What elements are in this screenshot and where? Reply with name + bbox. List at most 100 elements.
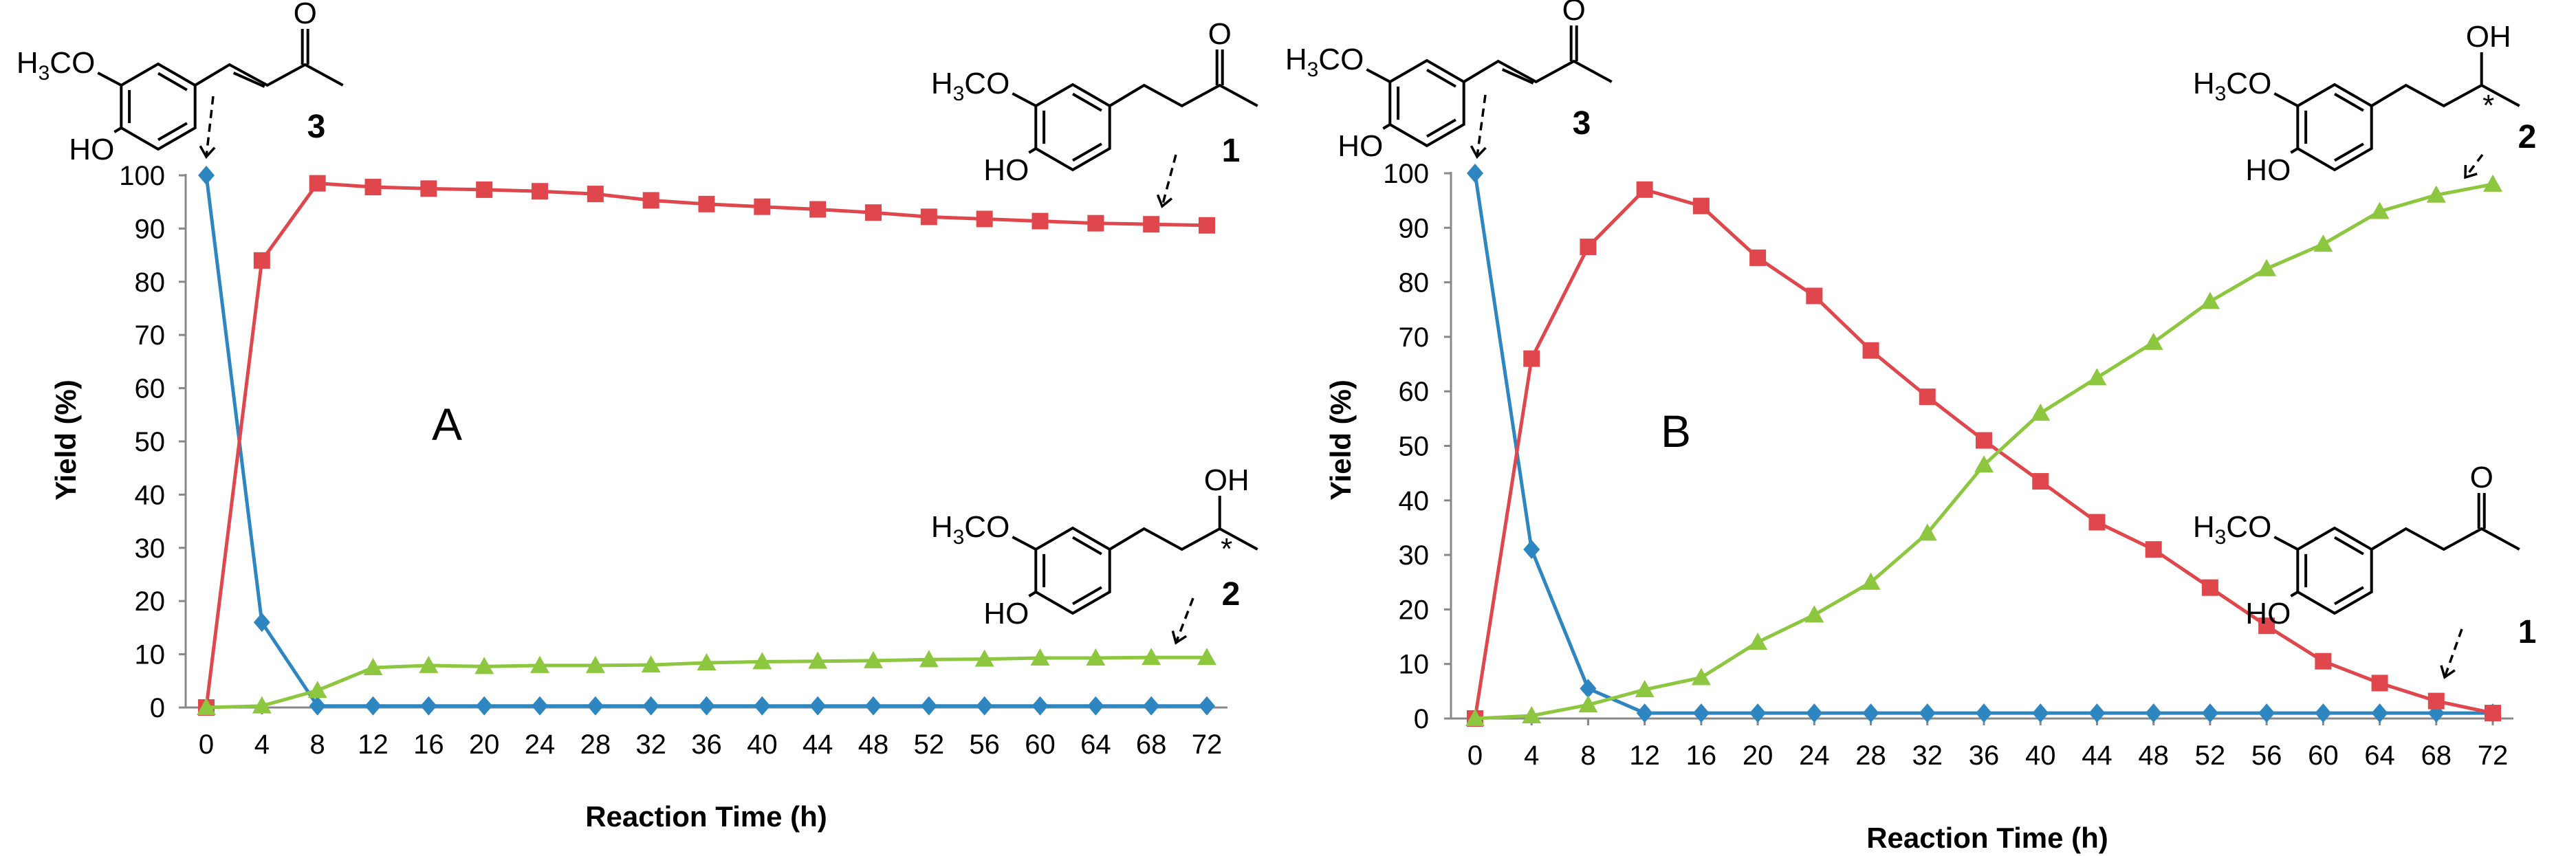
point-2	[1804, 605, 1824, 623]
methoxy-bond	[2273, 92, 2299, 107]
point-2	[1086, 648, 1106, 666]
point-2	[474, 657, 494, 674]
point-3	[809, 696, 827, 716]
point-1	[976, 210, 993, 228]
point-3	[920, 696, 937, 716]
methoxy-bond	[1012, 536, 1037, 551]
point-2	[2087, 368, 2107, 386]
arrow-head	[2464, 164, 2478, 179]
structure-compound-1: H3CO HO O 1	[931, 17, 1258, 208]
point-2	[2313, 234, 2333, 252]
compound-number-2: 2	[1222, 576, 1241, 613]
ring-double-bond	[157, 122, 188, 142]
y-tick-label: 20	[135, 586, 166, 617]
ring-double-bond	[1426, 68, 1456, 88]
hydroxy-label: HO	[983, 153, 1029, 187]
y-tick-label: 30	[135, 534, 166, 564]
point-2	[1861, 572, 1881, 590]
point-1	[1523, 350, 1540, 367]
point-3	[198, 166, 215, 185]
point-1	[1976, 432, 1992, 449]
x-tick-label: 64	[1080, 729, 1111, 760]
point-1	[1919, 388, 1936, 406]
point-1	[532, 183, 548, 200]
structure-compound-3: H3CO HO O 3	[17, 0, 344, 166]
point-1	[1692, 197, 1710, 215]
series-line-2	[1474, 182, 2493, 721]
x-tick-label: 28	[580, 729, 611, 760]
oxygen-label: O	[1208, 17, 1232, 51]
dashed-arrow	[2443, 628, 2463, 678]
methoxy-label: H3CO	[2193, 510, 2271, 549]
arrow-head	[2440, 665, 2456, 679]
point-2	[1691, 668, 1711, 685]
point-2	[530, 655, 549, 673]
structure-compound-1: H3CO HO O 1	[2193, 461, 2536, 679]
point-2	[2426, 185, 2446, 203]
point-1	[2032, 473, 2049, 490]
x-tick-label: 44	[803, 729, 833, 760]
point-1	[2427, 692, 2445, 710]
point-3	[1692, 703, 1710, 723]
dashed-arrow	[1161, 154, 1177, 207]
point-3	[2145, 703, 2162, 723]
y-tick-label: 40	[1399, 486, 1430, 516]
point-3	[587, 696, 604, 716]
point-1	[2315, 652, 2332, 670]
point-1	[920, 208, 937, 226]
point-1	[587, 186, 604, 203]
arrow-head	[1156, 194, 1173, 208]
compound-number-1: 1	[1222, 133, 1241, 169]
point-3	[309, 696, 326, 716]
hydroxy-bond	[1028, 147, 1037, 154]
point-1	[865, 204, 882, 221]
point-3	[2032, 703, 2049, 723]
compound-number-2: 2	[2518, 119, 2537, 155]
side-chain	[194, 63, 344, 87]
arrow-head	[1171, 630, 1188, 645]
point-3	[1636, 703, 1653, 723]
point-3	[2258, 703, 2275, 723]
alcohol-oh-label: OH	[1204, 463, 1249, 497]
dashed-arrow	[205, 96, 215, 157]
benzene-ring	[2296, 83, 2373, 172]
point-1	[309, 175, 326, 192]
point-2	[641, 655, 661, 673]
point-3	[1467, 164, 1483, 183]
x-tick-label: 20	[1743, 740, 1773, 771]
oxygen-label: O	[294, 0, 317, 30]
ring-double-bond	[1071, 92, 1102, 112]
y-tick-label: 0	[1414, 704, 1429, 734]
point-2	[252, 696, 272, 714]
benzene-ring	[1034, 83, 1111, 172]
hydroxy-bond	[1028, 591, 1037, 597]
benzene-ring	[1034, 526, 1111, 615]
point-2	[2257, 259, 2277, 276]
point-2	[419, 655, 439, 673]
hydroxy-label: HO	[983, 597, 1029, 630]
methoxy-bond	[2273, 536, 2299, 551]
ring-double-bond	[2334, 92, 2364, 112]
stereocenter-mark: *	[1221, 532, 1232, 566]
x-tick-label: 68	[1136, 729, 1167, 760]
point-3	[2315, 703, 2332, 723]
x-tick-label: 60	[2308, 740, 2339, 771]
point-3	[253, 613, 270, 633]
x-tick-label: 56	[2251, 740, 2282, 771]
methoxy-bond	[1012, 92, 1037, 107]
point-2	[1748, 632, 1768, 650]
point-3	[1199, 696, 1215, 716]
side-chain	[2370, 83, 2520, 108]
methoxy-bond	[1366, 68, 1391, 83]
y-axis-title: Yield (%)	[1324, 380, 1357, 501]
x-tick-label: 16	[413, 729, 444, 760]
hydroxy-label: HO	[69, 133, 114, 166]
point-2	[864, 650, 883, 668]
point-2	[2143, 332, 2163, 350]
x-tick-label: 44	[2082, 740, 2113, 771]
structure-compound-2: H3CO HO OH * 2	[931, 463, 1258, 645]
point-2	[363, 657, 383, 675]
point-2	[1142, 648, 1161, 666]
panel-letter: B	[1661, 406, 1691, 457]
